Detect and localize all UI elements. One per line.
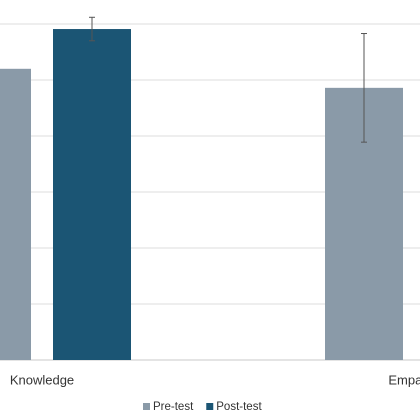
legend-label: Pre-test [153,401,194,413]
legend-swatch [206,403,214,410]
legend-label: Post-test [216,401,262,413]
legend-swatch [143,403,150,410]
bar [0,68,31,361]
x-tick-label: Empathy [388,372,420,387]
x-tick-label: Knowledge [10,372,74,387]
bar [53,29,131,360]
legend: Pre-test Post-test [143,401,262,413]
error-bar [361,33,367,143]
error-bar [89,16,95,42]
